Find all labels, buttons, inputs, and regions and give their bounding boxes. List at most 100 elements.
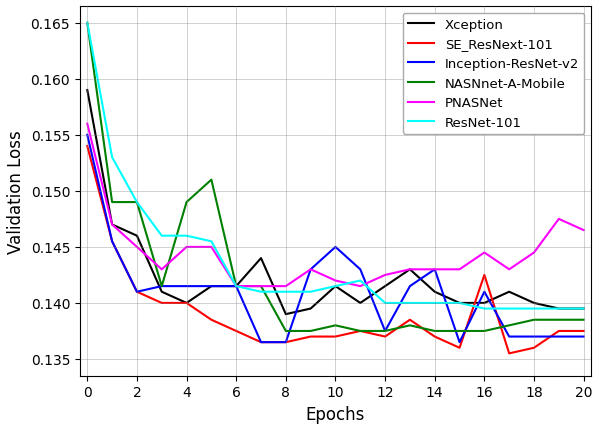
SE_ResNext-101 [332, 334, 339, 339]
PNASNet [282, 284, 289, 289]
SE_ResNext-101 [83, 144, 91, 149]
ResNet-101 [456, 301, 463, 306]
Xception [555, 306, 562, 311]
Xception [133, 233, 140, 239]
ResNet-101 [382, 301, 389, 306]
PNASNet [158, 267, 166, 272]
SE_ResNext-101 [431, 334, 439, 339]
Xception [356, 301, 364, 306]
NASNnet-A-Mobile [332, 323, 339, 328]
PNASNet [233, 284, 240, 289]
NASNnet-A-Mobile [208, 178, 215, 183]
Legend: Xception, SE_ResNext-101, Inception-ResNet-v2, NASNnet-A-Mobile, PNASNet, ResNet: Xception, SE_ResNext-101, Inception-ResN… [403, 13, 584, 135]
Line: ResNet-101: ResNet-101 [87, 24, 584, 309]
SE_ResNext-101 [257, 340, 265, 345]
ResNet-101 [133, 200, 140, 205]
SE_ResNext-101 [356, 329, 364, 334]
Xception [183, 301, 190, 306]
Inception-ResNet-v2 [382, 329, 389, 334]
Inception-ResNet-v2 [481, 289, 488, 295]
Inception-ResNet-v2 [332, 245, 339, 250]
PNASNet [356, 284, 364, 289]
SE_ResNext-101 [133, 289, 140, 295]
PNASNet [257, 284, 265, 289]
X-axis label: Epochs: Epochs [306, 405, 365, 423]
Line: SE_ResNext-101: SE_ResNext-101 [87, 147, 584, 353]
ResNet-101 [109, 155, 116, 160]
Inception-ResNet-v2 [406, 284, 413, 289]
NASNnet-A-Mobile [580, 317, 587, 322]
Xception [431, 289, 439, 295]
ResNet-101 [481, 306, 488, 311]
Inception-ResNet-v2 [133, 289, 140, 295]
Xception [307, 306, 314, 311]
PNASNet [183, 245, 190, 250]
PNASNet [83, 122, 91, 127]
NASNnet-A-Mobile [133, 200, 140, 205]
ResNet-101 [183, 233, 190, 239]
Inception-ResNet-v2 [257, 340, 265, 345]
Xception [282, 312, 289, 317]
Inception-ResNet-v2 [83, 133, 91, 138]
SE_ResNext-101 [406, 317, 413, 322]
Xception [257, 256, 265, 261]
PNASNet [382, 273, 389, 278]
NASNnet-A-Mobile [431, 329, 439, 334]
Xception [481, 301, 488, 306]
NASNnet-A-Mobile [530, 317, 538, 322]
PNASNet [506, 267, 513, 272]
SE_ResNext-101 [481, 273, 488, 278]
Line: NASNnet-A-Mobile: NASNnet-A-Mobile [87, 24, 584, 331]
NASNnet-A-Mobile [481, 329, 488, 334]
PNASNet [580, 228, 587, 233]
Xception [83, 88, 91, 93]
PNASNet [109, 222, 116, 227]
Inception-ResNet-v2 [456, 340, 463, 345]
ResNet-101 [282, 289, 289, 295]
ResNet-101 [208, 239, 215, 244]
Xception [580, 306, 587, 311]
SE_ResNext-101 [382, 334, 389, 339]
SE_ResNext-101 [506, 351, 513, 356]
NASNnet-A-Mobile [406, 323, 413, 328]
PNASNet [406, 267, 413, 272]
Inception-ResNet-v2 [233, 284, 240, 289]
NASNnet-A-Mobile [356, 329, 364, 334]
NASNnet-A-Mobile [307, 329, 314, 334]
SE_ResNext-101 [580, 329, 587, 334]
PNASNet [332, 278, 339, 283]
Xception [506, 289, 513, 295]
Inception-ResNet-v2 [208, 284, 215, 289]
NASNnet-A-Mobile [109, 200, 116, 205]
NASNnet-A-Mobile [183, 200, 190, 205]
ResNet-101 [233, 284, 240, 289]
NASNnet-A-Mobile [83, 21, 91, 26]
Xception [530, 301, 538, 306]
SE_ResNext-101 [109, 239, 116, 244]
Y-axis label: Validation Loss: Validation Loss [7, 130, 25, 253]
PNASNet [307, 267, 314, 272]
SE_ResNext-101 [183, 301, 190, 306]
Xception [109, 222, 116, 227]
SE_ResNext-101 [208, 317, 215, 322]
Xception [208, 284, 215, 289]
ResNet-101 [257, 289, 265, 295]
PNASNet [431, 267, 439, 272]
ResNet-101 [555, 306, 562, 311]
ResNet-101 [307, 289, 314, 295]
ResNet-101 [406, 301, 413, 306]
NASNnet-A-Mobile [382, 329, 389, 334]
ResNet-101 [431, 301, 439, 306]
Line: Inception-ResNet-v2: Inception-ResNet-v2 [87, 135, 584, 342]
Xception [332, 284, 339, 289]
Inception-ResNet-v2 [158, 284, 166, 289]
ResNet-101 [83, 21, 91, 26]
SE_ResNext-101 [530, 345, 538, 350]
PNASNet [530, 250, 538, 255]
Xception [158, 289, 166, 295]
SE_ResNext-101 [158, 301, 166, 306]
Inception-ResNet-v2 [282, 340, 289, 345]
Inception-ResNet-v2 [506, 334, 513, 339]
NASNnet-A-Mobile [257, 284, 265, 289]
Xception [382, 284, 389, 289]
